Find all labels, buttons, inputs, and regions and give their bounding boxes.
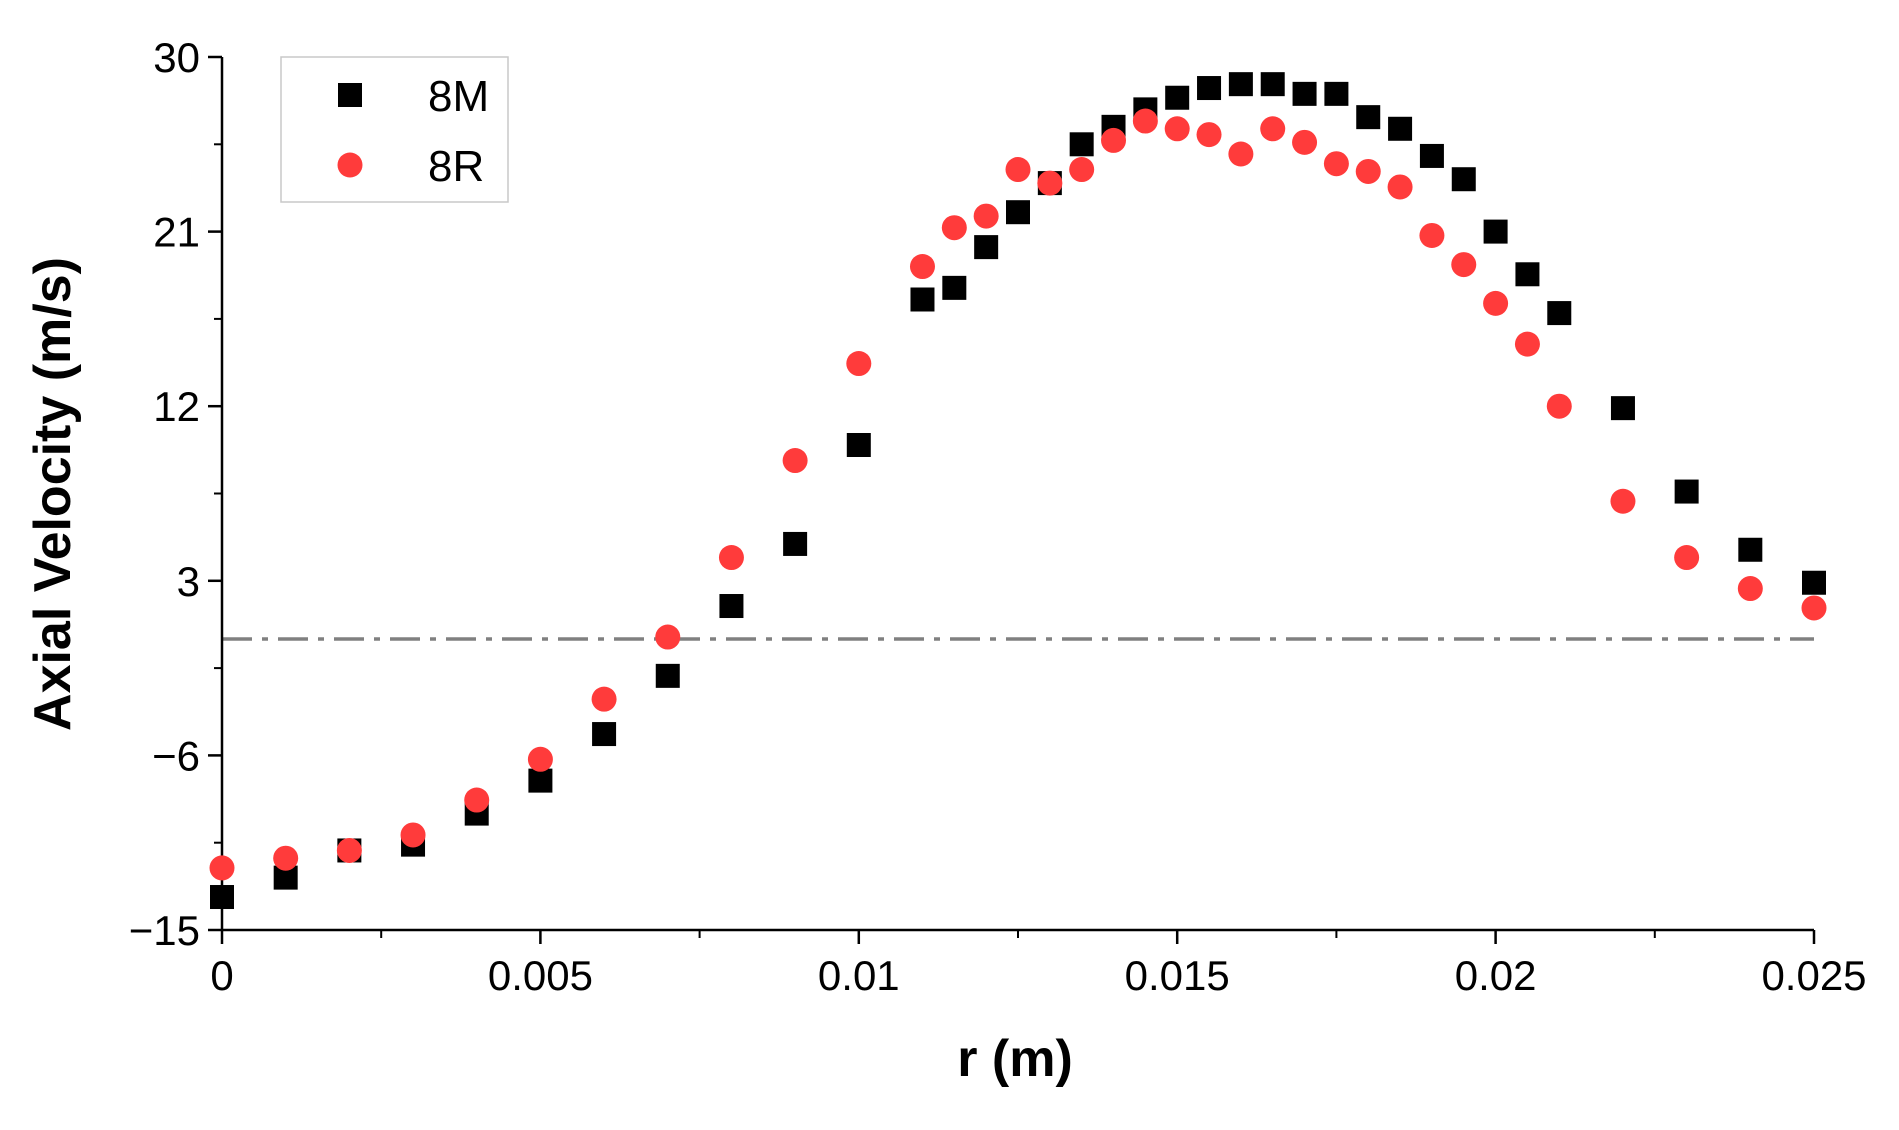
data-point-8R [464,787,490,813]
y-tick-label: 21 [153,209,200,256]
data-point-8R [1546,393,1572,419]
data-point-8M [974,235,999,260]
data-point-8R [1196,122,1222,148]
y-tick-label: 12 [153,383,200,430]
data-point-8R [1292,129,1318,155]
legend: 8M 8R [280,56,509,203]
data-point-8M [1006,200,1030,225]
data-point-8M [942,275,967,300]
data-point-8M [1356,105,1381,130]
data-point-8R [973,203,999,229]
data-point-8M [1802,570,1826,595]
data-point-8R [1164,116,1190,142]
data-point-8R [1419,222,1445,248]
data-point-8M [1547,301,1572,326]
data-point-8R [846,351,872,377]
data-point-8R [1228,141,1254,167]
x-tick-label: 0.02 [1455,952,1537,999]
data-point-8M [910,287,935,312]
data-point-8M [1674,479,1699,504]
data-point-8M [783,531,808,556]
data-point-8R [1260,116,1286,142]
data-point-8R [782,448,808,474]
data-point-8M [1197,76,1222,101]
data-point-8R [655,624,681,650]
x-tick-label: 0.01 [818,952,900,999]
data-point-8R [527,746,553,772]
data-point-8R [1514,331,1540,357]
data-point-8R [909,254,935,280]
data-point-8M [1388,116,1413,141]
legend-marker-8R [337,152,363,178]
y-tick-label: −15 [129,907,200,954]
data-point-8M [719,594,744,619]
data-point-8M [1069,132,1094,157]
y-tick-label: 30 [153,34,200,81]
points-layer [209,72,1827,910]
data-point-8M [1738,537,1763,562]
data-point-8M [1451,167,1476,192]
data-point-8M [592,722,617,747]
axes-layer: 0 0.005 0.01 0.015 0.02 0.025 −15 −6 3 12 21 30 [129,34,1867,999]
data-point-8M [528,768,553,793]
data-point-8M [1515,262,1540,287]
y-axis-label: Axial Velocity (m/s) [24,257,82,731]
data-point-8M [655,663,680,688]
data-point-8R [400,822,426,848]
data-point-8R [1610,488,1636,514]
data-point-8R [1801,595,1827,621]
legend-label-8R: 8R [428,142,484,191]
data-point-8R [1132,108,1158,134]
data-point-8M [1324,81,1349,106]
x-tick-label: 0.025 [1761,952,1866,999]
data-point-8R [1387,174,1413,200]
data-point-8R [1069,157,1095,183]
data-point-8R [336,837,362,863]
data-point-8R [1737,576,1763,602]
data-point-8R [718,545,744,571]
data-point-8M [1260,72,1285,97]
x-tick-label: 0 [210,952,233,999]
legend-label-8M: 8M [428,72,489,121]
y-tick-label: 3 [177,558,200,605]
y-tick-label: −6 [152,732,200,779]
legend-box [280,56,509,203]
data-point-8R [273,845,299,871]
data-point-8M [1610,396,1635,421]
data-point-8R [1483,290,1509,316]
data-point-8M [1165,85,1190,110]
legend-marker-8M [338,83,362,107]
data-point-8M [1419,143,1444,168]
data-point-8M [846,433,871,457]
data-point-8R [1674,545,1700,571]
data-point-8R [1101,127,1127,153]
data-point-8R [1323,151,1349,177]
x-tick-label: 0.005 [488,952,593,999]
data-point-8R [1005,157,1031,183]
data-point-8R [1037,170,1063,196]
data-point-8R [1355,158,1381,184]
data-point-8R [209,855,235,881]
data-point-8M [1228,72,1253,97]
x-axis-label: r (m) [957,1030,1073,1088]
data-point-8M [1483,219,1508,244]
data-point-8R [591,686,617,712]
data-point-8R [1451,252,1477,278]
data-point-8R [941,215,967,241]
x-tick-label: 0.015 [1125,952,1230,999]
data-point-8M [1292,81,1317,106]
data-point-8M [210,885,234,910]
